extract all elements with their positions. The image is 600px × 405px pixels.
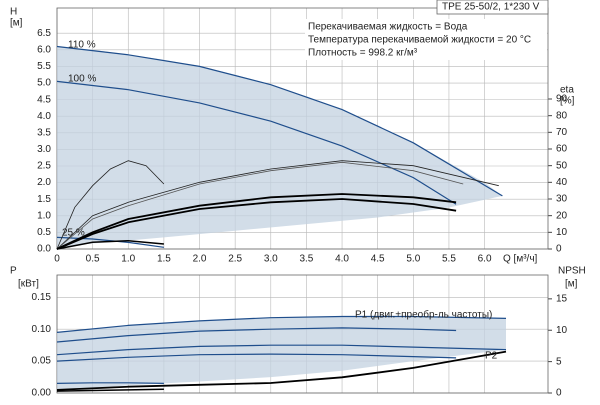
y-tick-label: 0.00: [32, 388, 52, 399]
info-box: [305, 19, 547, 60]
curve-label: 110 %: [68, 40, 96, 51]
y2-axis-label: NPSH: [558, 266, 586, 277]
y-tick-label: 3.0: [37, 144, 51, 155]
x-tick-label: 2.0: [193, 254, 207, 265]
y-tick-label: 0.05: [32, 356, 52, 367]
curve: [56, 193, 457, 250]
y-tick-label: 4.5: [37, 94, 51, 105]
curve-label: 25 %: [62, 228, 85, 239]
info-title: TPE 25-50/2, 1*230 V: [442, 2, 540, 13]
operating-area: [57, 316, 506, 391]
y-tick-label: 0.0: [37, 244, 51, 255]
x-tick-label: 1.5: [157, 254, 171, 265]
curve: [56, 388, 164, 392]
curve-label: P2: [485, 351, 498, 362]
x-tick-label: 4.5: [371, 254, 385, 265]
info-line: Перекачиваемая жидкость = Вода: [308, 22, 468, 33]
curve: [56, 239, 164, 250]
y-tick-label: 5.5: [37, 61, 51, 72]
y-axis-label: H: [10, 7, 17, 18]
y-tick-label: 6.0: [37, 44, 51, 55]
curve: [56, 161, 464, 250]
x-axis-label: Q [м³/ч]: [503, 254, 538, 265]
info-line: Плотность = 998.2 кг/м³: [308, 48, 418, 59]
y-tick-label: 0.10: [32, 324, 52, 335]
curve: [56, 160, 499, 250]
x-tick-label: 2.5: [228, 254, 242, 265]
curve: [56, 45, 503, 197]
info-line: Температура перекачиваемой жидкости = 20…: [308, 35, 531, 46]
y-axis-unit: [м]: [10, 18, 23, 29]
y2-tick-label: 10: [556, 325, 568, 336]
curve: [56, 236, 164, 248]
y-tick-label: 0.15: [32, 292, 52, 303]
y2-axis-unit: [м]: [565, 279, 578, 290]
y2-tick-label: 50: [556, 160, 568, 171]
curve-label: 100 %: [68, 74, 96, 85]
curve: [56, 315, 507, 333]
y2-tick-label: 15: [556, 293, 568, 304]
y2-tick-label: 70: [556, 127, 568, 138]
curve: [56, 198, 457, 250]
y2-tick-label: 40: [556, 177, 568, 188]
curve: [56, 344, 507, 356]
y2-tick-label: 0: [556, 388, 562, 399]
y2-tick-label: 5: [556, 356, 562, 367]
y2-tick-label: 30: [556, 194, 568, 205]
curve-label: P1 (двиг.+преобр-ль частоты): [355, 309, 492, 321]
x-tick-label: 4.0: [335, 254, 349, 265]
x-tick-label: 1.0: [121, 254, 135, 265]
x-tick-label: 5.5: [442, 254, 456, 265]
x-tick-label: 3.5: [299, 254, 313, 265]
curve: [56, 80, 457, 205]
curve: [56, 350, 507, 391]
y-axis-label: P: [10, 266, 17, 277]
y2-axis-label: eta: [560, 85, 574, 96]
curve: [56, 327, 457, 343]
x-tick-label: 3.0: [264, 254, 278, 265]
x-tick-label: 0: [54, 254, 60, 265]
y-tick-label: 4.0: [37, 111, 51, 122]
info-title-box: [436, 0, 549, 15]
curve: [56, 382, 164, 384]
curve: [56, 353, 457, 362]
y-tick-label: 2.5: [37, 161, 51, 172]
y-tick-label: 2.0: [37, 177, 51, 188]
x-tick-label: 5.0: [406, 254, 420, 265]
y-axis-unit: [кВт]: [18, 279, 39, 290]
y-tick-label: 0.5: [37, 227, 51, 238]
y-tick-label: 1.0: [37, 210, 51, 221]
y2-axis-unit: [%]: [560, 96, 575, 107]
x-tick-label: 6.0: [478, 254, 492, 265]
y2-tick-label: 90: [556, 94, 568, 105]
y-tick-label: 3.5: [37, 127, 51, 138]
y2-tick-label: 10: [556, 227, 568, 238]
curve: [56, 160, 165, 250]
y-tick-label: 5.0: [37, 78, 51, 89]
y2-tick-label: 0: [556, 244, 562, 255]
y-tick-label: 6.5: [37, 28, 51, 39]
y2-tick-label: 60: [556, 144, 568, 155]
y2-tick-label: 80: [556, 110, 568, 121]
y2-tick-label: 20: [556, 210, 568, 221]
x-tick-label: 0.5: [86, 254, 100, 265]
y-tick-label: 1.5: [37, 194, 51, 205]
